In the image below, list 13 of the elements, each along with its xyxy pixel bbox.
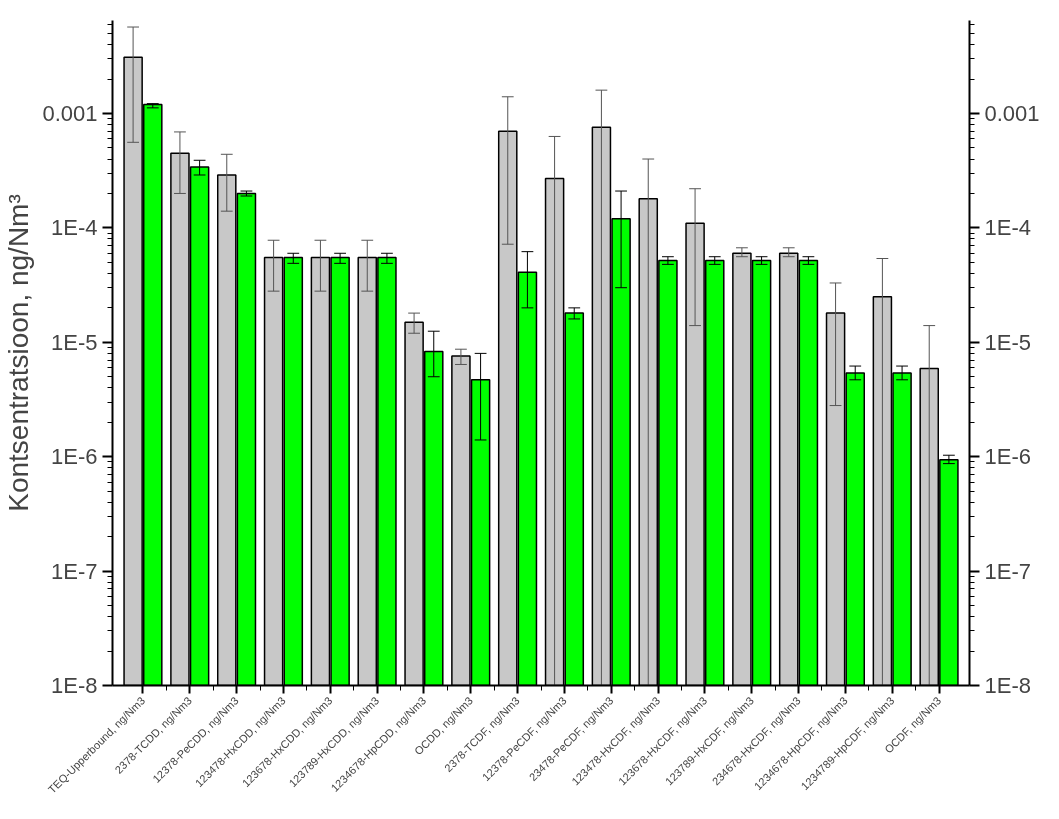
text: 1E-7: [984, 558, 1031, 584]
y-tick-label: 0.001: [42, 101, 98, 126]
text: 0.001: [984, 101, 1040, 126]
y-axis-title: Kontsentratsioon, ng/Nm³: [3, 194, 35, 512]
text: 1E-6: [984, 444, 1031, 470]
y-tick-label: 1E-6: [51, 444, 98, 470]
text: 1E-8: [984, 673, 1031, 698]
text: 1E-5: [984, 329, 1031, 355]
y-tick-label: 1E-7: [51, 558, 98, 584]
y-tick-label: 1E-5: [51, 329, 98, 355]
y-tick-label: 1E-8: [51, 673, 98, 698]
text: 1E-4: [984, 215, 1031, 241]
y-tick-label: 1E-4: [51, 215, 98, 241]
